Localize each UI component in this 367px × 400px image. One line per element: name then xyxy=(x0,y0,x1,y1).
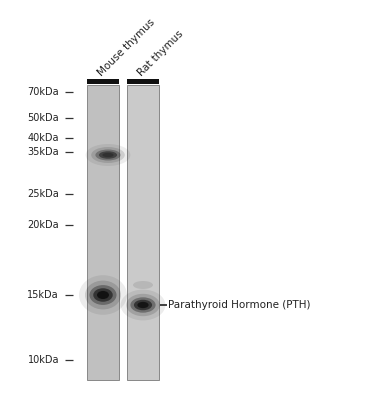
Ellipse shape xyxy=(137,302,149,308)
Ellipse shape xyxy=(121,290,166,320)
Ellipse shape xyxy=(79,275,127,315)
Ellipse shape xyxy=(130,297,156,313)
Bar xyxy=(87,79,119,84)
Bar xyxy=(127,85,159,380)
Text: 35kDa: 35kDa xyxy=(28,147,59,157)
Ellipse shape xyxy=(85,281,121,310)
Ellipse shape xyxy=(126,294,160,316)
Ellipse shape xyxy=(133,281,153,289)
Text: 10kDa: 10kDa xyxy=(28,355,59,365)
Text: 20kDa: 20kDa xyxy=(28,220,59,230)
Text: 70kDa: 70kDa xyxy=(28,87,59,97)
Ellipse shape xyxy=(99,151,117,159)
Ellipse shape xyxy=(86,144,130,166)
Ellipse shape xyxy=(134,300,152,310)
Text: Mouse thymus: Mouse thymus xyxy=(96,17,157,78)
Text: 40kDa: 40kDa xyxy=(28,133,59,143)
Bar xyxy=(127,79,159,84)
Text: 50kDa: 50kDa xyxy=(28,113,59,123)
Ellipse shape xyxy=(90,285,116,305)
Text: 25kDa: 25kDa xyxy=(27,189,59,199)
Text: 15kDa: 15kDa xyxy=(28,290,59,300)
Ellipse shape xyxy=(91,147,125,163)
Bar xyxy=(87,85,119,380)
Text: Rat thymus: Rat thymus xyxy=(136,29,185,78)
Ellipse shape xyxy=(102,153,114,157)
Ellipse shape xyxy=(95,150,121,160)
Ellipse shape xyxy=(93,288,113,302)
Ellipse shape xyxy=(97,291,109,299)
Text: Parathyroid Hormone (PTH): Parathyroid Hormone (PTH) xyxy=(168,300,310,310)
